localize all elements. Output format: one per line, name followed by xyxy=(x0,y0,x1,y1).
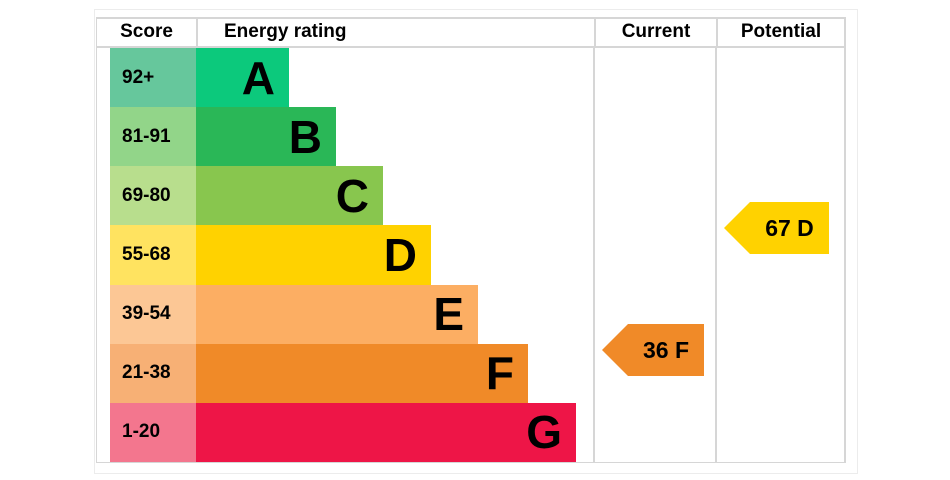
grade-letter-f: F xyxy=(485,347,514,400)
band-row-b: 81-91 B xyxy=(97,107,844,167)
grade-bar-g: G xyxy=(196,402,576,462)
score-range-b: 81-91 xyxy=(110,107,196,167)
grade-letter-c: C xyxy=(335,169,369,222)
score-range-e: 39-54 xyxy=(110,284,196,344)
potential-column-divider xyxy=(715,48,717,462)
chart-canvas: Score Energy rating Current Potential 92… xyxy=(94,9,858,474)
left-arrow-tip-icon xyxy=(724,202,750,254)
potential-rating-label: 67 D xyxy=(750,202,829,254)
score-range-c: 69-80 xyxy=(110,166,196,226)
grade-letter-g: G xyxy=(526,406,562,459)
left-arrow-tip-icon xyxy=(602,324,628,376)
epc-table: Score Energy rating Current Potential 92… xyxy=(96,17,846,463)
table-header: Score Energy rating Current Potential xyxy=(97,19,844,48)
current-column-divider xyxy=(593,48,595,462)
potential-rating-arrow: 67 D xyxy=(724,202,829,254)
grade-letter-e: E xyxy=(433,288,464,341)
band-row-a: 92+ A xyxy=(97,48,844,108)
score-range-f: 21-38 xyxy=(110,343,196,403)
grade-bar-d: D xyxy=(196,225,431,285)
band-row-c: 69-80 C xyxy=(97,166,844,226)
header-potential: Potential xyxy=(716,19,844,46)
current-rating-arrow: 36 F xyxy=(602,324,704,376)
table-body: 92+ A 81-91 B 69-80 C 55-68 D 39-54 E xyxy=(97,48,844,462)
grade-bar-e: E xyxy=(196,284,478,344)
score-range-d: 55-68 xyxy=(110,225,196,285)
band-row-e: 39-54 E xyxy=(97,284,844,344)
header-current: Current xyxy=(594,19,716,46)
header-score: Score xyxy=(120,21,173,42)
score-range-g: 1-20 xyxy=(110,402,196,462)
current-rating-label: 36 F xyxy=(628,324,704,376)
header-energy-rating: Energy rating xyxy=(196,19,594,46)
band-row-d: 55-68 D xyxy=(97,225,844,285)
grade-bar-c: C xyxy=(196,166,383,226)
grade-letter-d: D xyxy=(383,228,417,281)
grade-bar-a: A xyxy=(196,48,289,108)
band-row-g: 1-20 G xyxy=(97,402,844,462)
grade-letter-a: A xyxy=(241,51,275,104)
grade-bar-f: F xyxy=(196,343,528,403)
grade-bar-b: B xyxy=(196,107,336,167)
band-row-f: 21-38 F xyxy=(97,343,844,403)
score-range-a: 92+ xyxy=(110,48,196,108)
grade-letter-b: B xyxy=(288,110,322,163)
